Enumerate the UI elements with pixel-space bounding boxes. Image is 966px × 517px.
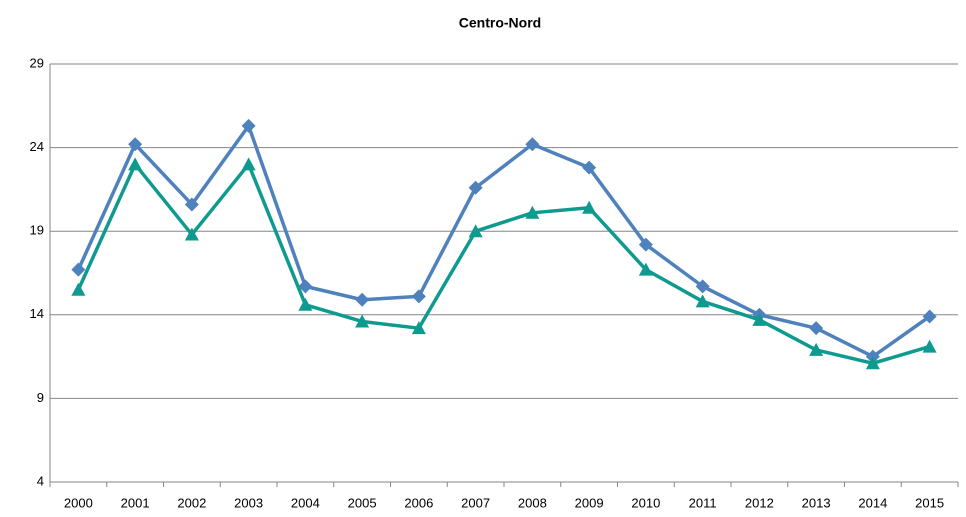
marker [355, 314, 370, 328]
marker [695, 279, 710, 294]
marker [128, 157, 143, 171]
x-tick-label: 2014 [858, 495, 887, 510]
x-tick-label: 2010 [631, 495, 660, 510]
chart-title: Centro-Nord [459, 15, 541, 31]
marker [582, 200, 597, 214]
y-tick-label: 14 [30, 306, 44, 321]
marker [298, 297, 313, 311]
y-tick-label: 9 [37, 390, 44, 405]
x-tick-label: 2007 [461, 495, 490, 510]
marker [468, 224, 483, 238]
marker [752, 312, 767, 326]
series-line [76, 124, 931, 359]
marker [71, 282, 86, 296]
x-tick-label: 2005 [348, 495, 377, 510]
marker [411, 321, 426, 335]
x-tick-label: 2004 [291, 495, 320, 510]
x-tick-label: 2003 [234, 495, 263, 510]
marker [922, 309, 937, 324]
x-tick-label: 2011 [689, 495, 717, 510]
marker [468, 180, 483, 195]
marker [638, 262, 653, 276]
x-tick-label: 2000 [64, 495, 93, 510]
marker [184, 197, 199, 212]
marker [355, 292, 370, 307]
marker [865, 356, 880, 370]
y-tick-label: 29 [30, 55, 44, 70]
marker [128, 137, 143, 152]
x-tick-label: 2001 [121, 495, 150, 510]
x-tick-label: 2006 [404, 495, 433, 510]
x-tick-label: 2015 [915, 495, 944, 510]
series-line [76, 162, 931, 366]
marker [922, 339, 937, 353]
marker [695, 294, 710, 308]
x-tick-label: 2013 [802, 495, 831, 510]
y-tick-label: 19 [30, 223, 44, 238]
marker [411, 289, 426, 304]
marker [582, 160, 597, 175]
marker [638, 237, 653, 252]
marker [809, 342, 824, 356]
marker [71, 262, 86, 277]
marker [525, 205, 540, 219]
x-tick-label: 2008 [518, 495, 547, 510]
marker [241, 118, 256, 133]
y-tick-label: 4 [37, 473, 44, 488]
x-tick-label: 2009 [575, 495, 604, 510]
marker [184, 227, 199, 241]
x-tick-label: 2002 [177, 495, 206, 510]
marker [241, 157, 256, 171]
marker [525, 137, 540, 152]
marker [809, 321, 824, 336]
x-tick-label: 2012 [745, 495, 774, 510]
marker [298, 279, 313, 294]
y-tick-label: 24 [30, 139, 44, 154]
